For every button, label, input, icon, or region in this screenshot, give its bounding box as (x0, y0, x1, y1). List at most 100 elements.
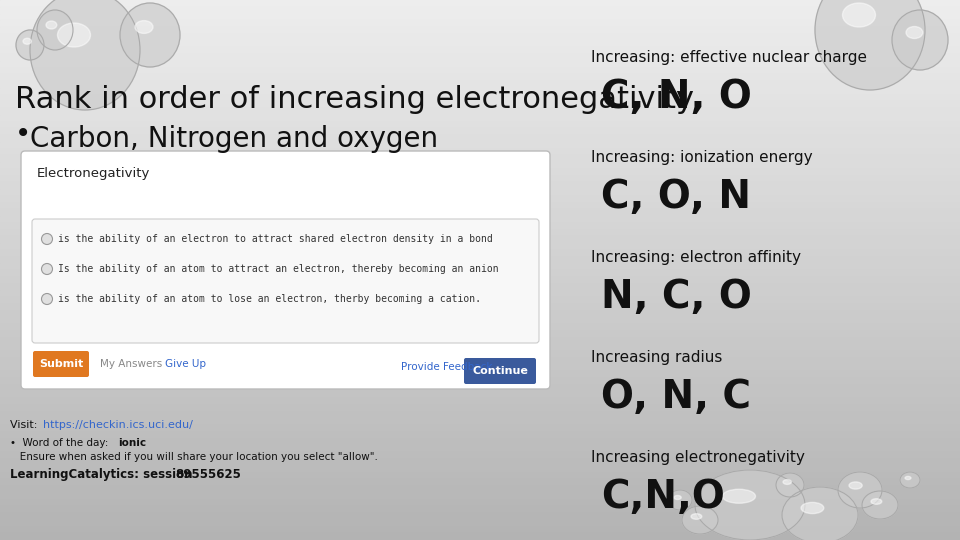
Bar (0, 60, 960, 68)
Bar (0, 330, 960, 338)
FancyBboxPatch shape (32, 219, 539, 343)
Bar (0, 128, 960, 135)
Bar (0, 317, 960, 324)
Text: C,N,O: C,N,O (601, 478, 725, 516)
Text: My Answers: My Answers (100, 359, 162, 369)
Text: https://checkin.ics.uci.edu/: https://checkin.ics.uci.edu/ (43, 420, 193, 430)
Ellipse shape (843, 3, 876, 27)
Bar (0, 276, 960, 284)
Ellipse shape (776, 473, 804, 497)
Bar (0, 438, 960, 445)
Bar (0, 345, 960, 351)
Ellipse shape (16, 30, 44, 60)
Bar (0, 459, 960, 465)
Bar (0, 513, 960, 519)
Bar (0, 372, 960, 378)
Bar (0, 453, 960, 459)
Text: ionic: ionic (118, 438, 146, 448)
Ellipse shape (691, 514, 702, 519)
Bar (0, 405, 960, 411)
Bar (0, 500, 960, 507)
Bar (0, 115, 960, 122)
Bar (0, 40, 960, 47)
Bar (0, 507, 960, 513)
Ellipse shape (871, 499, 882, 504)
Bar (0, 54, 960, 60)
Circle shape (41, 294, 53, 305)
Circle shape (41, 264, 53, 274)
Ellipse shape (58, 23, 90, 47)
Text: Electronegativity: Electronegativity (37, 167, 151, 180)
Text: Give Up: Give Up (165, 359, 206, 369)
Bar (0, 176, 960, 183)
Text: Increasing radius: Increasing radius (591, 350, 722, 365)
Bar (0, 338, 960, 345)
Ellipse shape (801, 502, 824, 514)
Bar (0, 310, 960, 317)
Bar (0, 33, 960, 40)
Text: Provide Feedback: Provide Feedback (401, 362, 492, 372)
Text: 89555625: 89555625 (175, 468, 241, 481)
Bar (0, 94, 960, 102)
Ellipse shape (135, 21, 153, 33)
Text: Increasing electronegativity: Increasing electronegativity (591, 450, 804, 465)
Text: Carbon, Nitrogen and oxygen: Carbon, Nitrogen and oxygen (30, 125, 438, 153)
Bar (0, 74, 960, 81)
Ellipse shape (815, 0, 925, 90)
Text: Increasing: effective nuclear charge: Increasing: effective nuclear charge (591, 50, 867, 65)
Text: Ensure when asked if you will share your location you select "allow".: Ensure when asked if you will share your… (10, 452, 378, 462)
Bar (0, 243, 960, 249)
Text: N, C, O: N, C, O (601, 278, 752, 316)
Bar (0, 399, 960, 405)
Bar (0, 480, 960, 486)
Ellipse shape (23, 38, 32, 44)
Ellipse shape (682, 506, 718, 534)
Bar (0, 392, 960, 399)
Bar (0, 148, 960, 156)
Bar (0, 230, 960, 237)
Text: is the ability of an electron to attract shared electron density in a bond: is the ability of an electron to attract… (58, 234, 492, 244)
Bar (0, 156, 960, 162)
Bar (0, 195, 960, 202)
Bar (0, 324, 960, 330)
Bar (0, 486, 960, 492)
Ellipse shape (783, 480, 791, 484)
Bar (0, 47, 960, 54)
Bar (0, 446, 960, 453)
Bar (0, 378, 960, 384)
Bar (0, 351, 960, 357)
Text: Increasing: ionization energy: Increasing: ionization energy (591, 150, 812, 165)
Ellipse shape (900, 472, 920, 488)
Text: O, N, C: O, N, C (601, 378, 751, 416)
FancyBboxPatch shape (33, 351, 89, 377)
Bar (0, 291, 960, 297)
Bar (0, 465, 960, 472)
Ellipse shape (838, 472, 882, 508)
Text: LearningCatalytics: session: LearningCatalytics: session (10, 468, 197, 481)
Text: •  Word of the day:: • Word of the day: (10, 438, 111, 448)
Bar (0, 27, 960, 33)
Ellipse shape (723, 489, 756, 503)
Circle shape (41, 233, 53, 245)
Ellipse shape (892, 10, 948, 70)
Bar (0, 384, 960, 391)
Bar (0, 432, 960, 438)
Bar (0, 122, 960, 128)
Bar (0, 263, 960, 270)
Bar (0, 141, 960, 149)
Bar (0, 249, 960, 256)
Bar (0, 357, 960, 364)
Bar (0, 68, 960, 74)
Ellipse shape (46, 21, 57, 29)
Bar (0, 108, 960, 115)
Bar (0, 81, 960, 87)
Bar (0, 284, 960, 291)
Ellipse shape (905, 476, 911, 480)
Bar (0, 6, 960, 14)
Ellipse shape (674, 496, 682, 500)
Bar (0, 216, 960, 222)
Bar (0, 526, 960, 534)
Text: Is the ability of an atom to attract an electron, thereby becoming an anion: Is the ability of an atom to attract an … (58, 264, 498, 274)
Bar (0, 237, 960, 243)
Bar (0, 20, 960, 27)
